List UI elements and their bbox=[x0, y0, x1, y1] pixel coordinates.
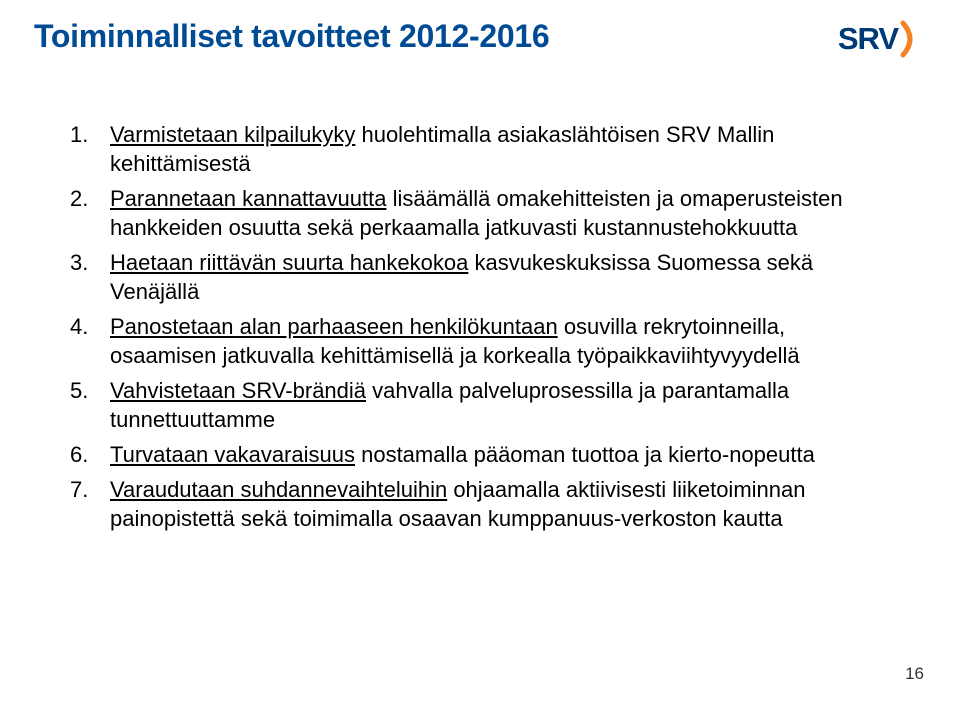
list-item: Turvataan vakavaraisuus nostamalla pääom… bbox=[70, 440, 860, 469]
item-lead: Varmistetaan kilpailukyky bbox=[110, 122, 355, 147]
item-lead: Vahvistetaan SRV-brändiä bbox=[110, 378, 366, 403]
slide-header: Toiminnalliset tavoitteet 2012-2016 SRV bbox=[0, 0, 960, 58]
list-item: Varaudutaan suhdannevaihteluihin ohjaama… bbox=[70, 475, 860, 533]
item-lead: Parannetaan kannattavuutta bbox=[110, 186, 386, 211]
slide-title: Toiminnalliset tavoitteet 2012-2016 bbox=[34, 18, 549, 55]
list-item: Varmistetaan kilpailukyky huolehtimalla … bbox=[70, 120, 860, 178]
item-rest: nostamalla pääoman tuottoa ja kierto-nop… bbox=[355, 442, 815, 467]
list-item: Haetaan riittävän suurta hankekokoa kasv… bbox=[70, 248, 860, 306]
list-item: Vahvistetaan SRV-brändiä vahvalla palvel… bbox=[70, 376, 860, 434]
logo-arc-icon bbox=[900, 20, 920, 58]
srv-logo: SRV bbox=[838, 20, 920, 58]
item-lead: Varaudutaan suhdannevaihteluihin bbox=[110, 477, 447, 502]
logo-text: SRV bbox=[838, 21, 898, 57]
item-lead: Turvataan vakavaraisuus bbox=[110, 442, 355, 467]
page-number: 16 bbox=[905, 664, 924, 684]
objectives-list: Varmistetaan kilpailukyky huolehtimalla … bbox=[0, 58, 960, 533]
list-item: Panostetaan alan parhaaseen henkilökunta… bbox=[70, 312, 860, 370]
item-lead: Panostetaan alan parhaaseen henkilökunta… bbox=[110, 314, 558, 339]
item-lead: Haetaan riittävän suurta hankekokoa bbox=[110, 250, 468, 275]
list-item: Parannetaan kannattavuutta lisäämällä om… bbox=[70, 184, 860, 242]
